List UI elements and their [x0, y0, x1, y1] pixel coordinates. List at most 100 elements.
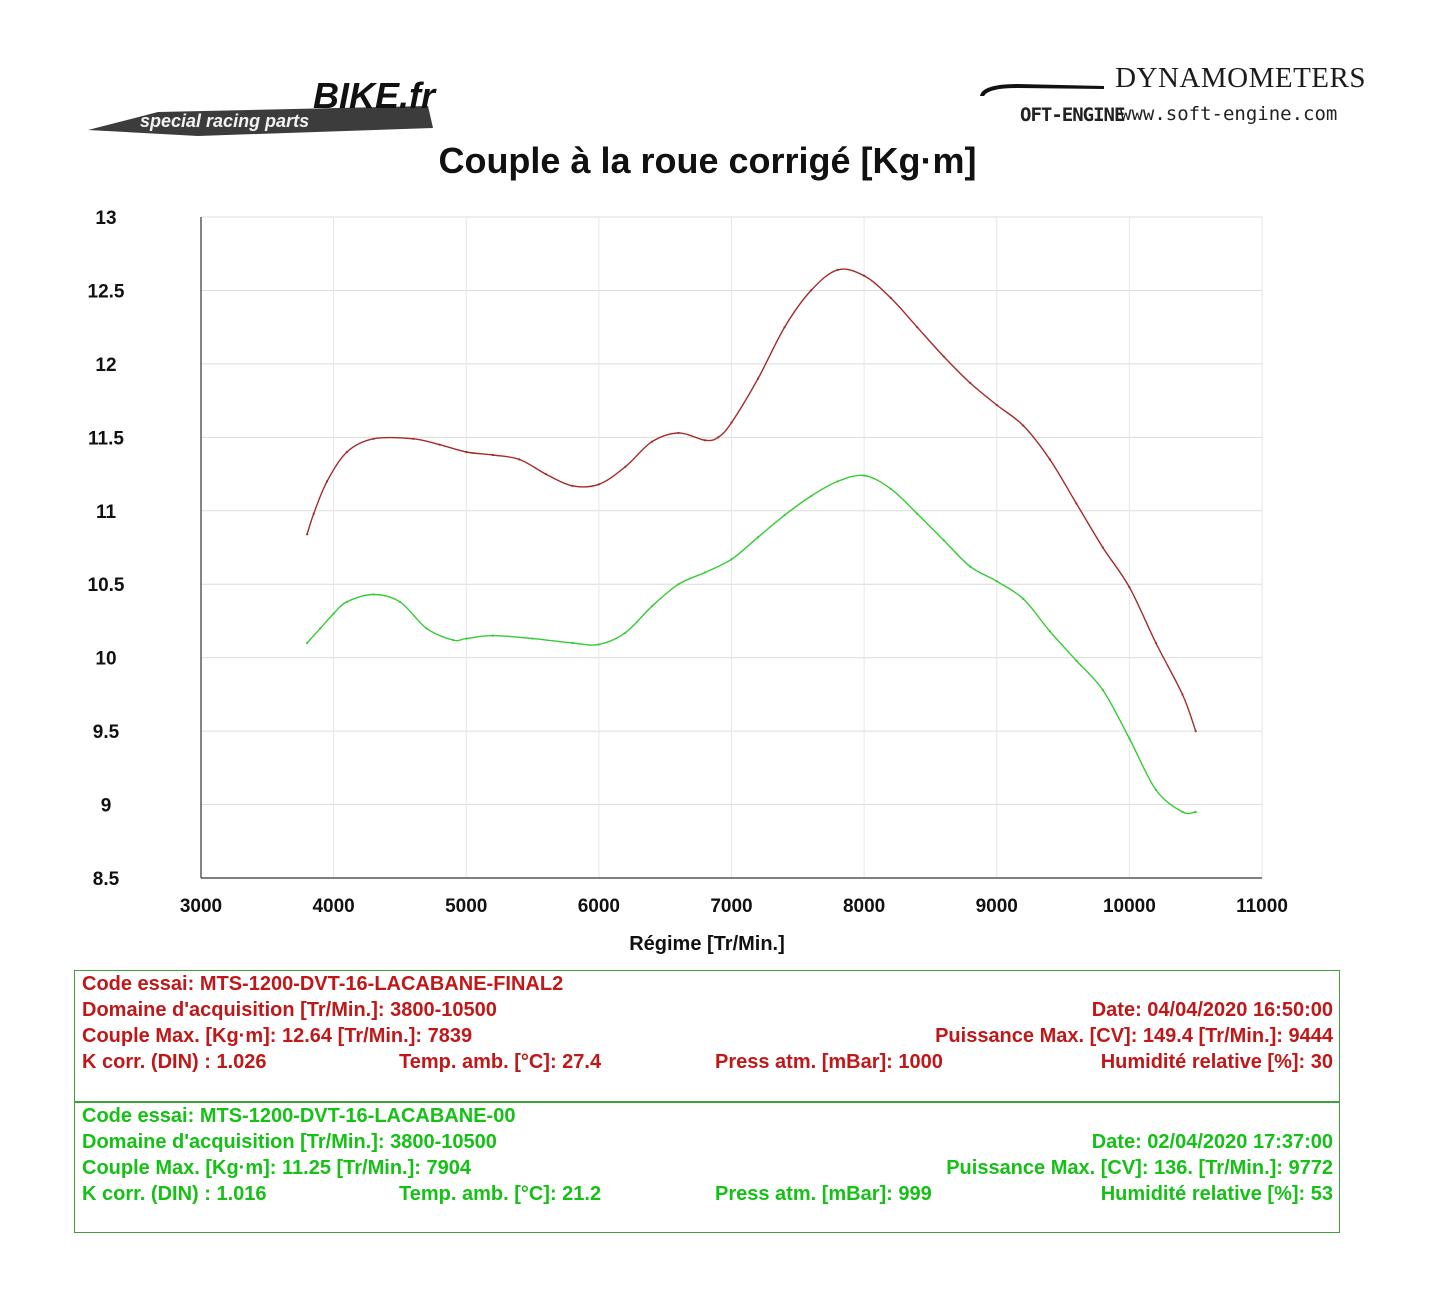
series-point-1 [863, 274, 866, 277]
y-tick-label: 8.5 [93, 869, 120, 890]
series-point-1 [518, 458, 521, 461]
series-line-2 [306, 474, 1196, 815]
test1-code: Code essai: MTS-1200-DVT-16-LACABANE-FIN… [82, 973, 564, 995]
series-point-1 [1048, 458, 1051, 461]
series-point-1 [730, 421, 733, 424]
series-point-1 [916, 326, 919, 329]
series-point-2 [863, 474, 866, 477]
series-point-2 [1101, 688, 1104, 692]
chart-title: Couple à la roue corrigé [Kg·m] [438, 140, 977, 181]
series-point-1 [306, 533, 309, 536]
series-point-2 [1048, 630, 1051, 633]
series-point-1 [809, 289, 813, 292]
series-point-2 [332, 612, 335, 615]
series-point-1 [597, 483, 600, 486]
series-point-2 [306, 641, 309, 645]
series-point-1 [491, 453, 494, 457]
x-tick-label: 11000 [1236, 896, 1288, 917]
series-point-2 [597, 643, 600, 646]
series-point-1 [465, 450, 468, 454]
test2-press: Press atm. [mBar]: 999 [715, 1183, 932, 1205]
y-tick-label: 11.5 [88, 428, 124, 449]
test2-humidity: Humidité relative [%]: 53 [1100, 1183, 1333, 1205]
y-tick-label: 9 [101, 796, 112, 817]
series-point-2 [836, 480, 839, 483]
series-point-2 [703, 571, 707, 574]
series-point-1 [889, 296, 892, 299]
series-point-1 [1128, 586, 1131, 589]
series-point-2 [889, 487, 892, 490]
test2-code: Code essai: MTS-1200-DVT-16-LACABANE-00 [82, 1105, 516, 1127]
series-point-2 [756, 536, 760, 539]
soft-engine-logo-swoosh [980, 84, 1104, 96]
series-point-1 [717, 436, 720, 439]
series-point-1 [571, 484, 574, 487]
series-point-2 [650, 605, 654, 608]
series-point-2 [451, 638, 455, 642]
series-point-2 [1194, 810, 1197, 814]
series-point-1 [783, 326, 786, 329]
test1-temp: Temp. amb. [°C]: 27.4 [399, 1051, 602, 1073]
series-point-2 [1128, 737, 1131, 740]
test2-date: Date: 02/04/2020 17:37:00 [1091, 1131, 1333, 1153]
series-point-2 [398, 600, 402, 603]
test1-kcorr: K corr. (DIN) : 1.026 [82, 1051, 267, 1073]
series-point-2 [1154, 788, 1157, 791]
series-point-2 [1075, 659, 1078, 662]
x-tick-label: 5000 [445, 896, 487, 917]
test1-humidity: Humidité relative [%]: 30 [1100, 1051, 1333, 1073]
y-tick-label: 12 [95, 355, 116, 376]
series-point-1 [312, 512, 315, 515]
series-point-1 [544, 472, 547, 476]
test1-date: Date: 04/04/2020 16:50:00 [1091, 999, 1333, 1021]
series-point-2 [916, 512, 919, 515]
y-tick-label: 10.5 [88, 575, 125, 596]
test1-domain: Domaine d'acquisition [Tr/Min.]: 3800-10… [82, 999, 497, 1021]
x-tick-label: 3000 [180, 896, 222, 917]
test1-puissance-max: Puissance Max. [CV]: 149.4 [Tr/Min.]: 94… [935, 1025, 1333, 1047]
test1-press: Press atm. [mBar]: 1000 [715, 1051, 943, 1073]
series-point-2 [372, 593, 375, 596]
series-point-1 [942, 355, 945, 358]
series-point-1 [1154, 641, 1157, 645]
series-point-1 [372, 437, 375, 440]
bike-logo: BIKE.fr special racing parts [88, 78, 437, 136]
series-point-2 [319, 627, 322, 630]
test-info-box-2: Code essai: MTS-1200-DVT-16-LACABANE-00 … [74, 1102, 1340, 1233]
test2-puissance-max: Puissance Max. [CV]: 136. [Tr/Min.]: 977… [946, 1157, 1333, 1179]
y-tick-label: 10 [95, 649, 116, 670]
test2-domain: Domaine d'acquisition [Tr/Min.]: 3800-10… [82, 1131, 497, 1153]
series-point-2 [345, 600, 348, 603]
series-point-2 [465, 637, 468, 640]
series-point-2 [624, 631, 627, 634]
test1-couple-max: Couple Max. [Kg·m]: 12.64 [Tr/Min.]: 783… [82, 1025, 473, 1047]
series-point-1 [650, 440, 654, 443]
series-point-1 [1194, 730, 1197, 733]
series-point-1 [756, 377, 760, 380]
series-point-2 [491, 634, 494, 637]
bike-logo-text: BIKE.fr [313, 78, 437, 116]
series-point-1 [969, 381, 972, 385]
brand-url: www.soft-engine.com [1120, 103, 1338, 125]
series-point-2 [531, 637, 534, 640]
series-point-2 [1022, 597, 1025, 601]
x-axis-label: Régime [Tr/Min.] [629, 933, 785, 955]
x-tick-label: 9000 [976, 896, 1018, 917]
series-point-1 [1022, 424, 1025, 427]
series-point-1 [412, 437, 415, 440]
series-point-1 [345, 450, 348, 454]
test2-kcorr: K corr. (DIN) : 1.016 [82, 1183, 267, 1205]
brand-sub: OFT-ENGINE [1020, 104, 1125, 126]
series-point-1 [1101, 546, 1104, 549]
y-tick-label: 11 [96, 502, 117, 523]
x-tick-label: 8000 [843, 896, 885, 917]
series-point-1 [836, 268, 839, 271]
y-tick-label: 9.5 [93, 722, 120, 743]
series-point-2 [942, 539, 945, 542]
y-tick-label: 13 [95, 208, 116, 229]
series-point-2 [969, 565, 972, 568]
torque-chart: 8.5 9 9.5 10 10.5 11 11.5 12 12.5 13 3000 4000 5000 6… [88, 208, 1288, 955]
series-point-2 [677, 583, 680, 586]
x-tick-label: 6000 [578, 896, 620, 917]
series-point-1 [438, 443, 441, 446]
